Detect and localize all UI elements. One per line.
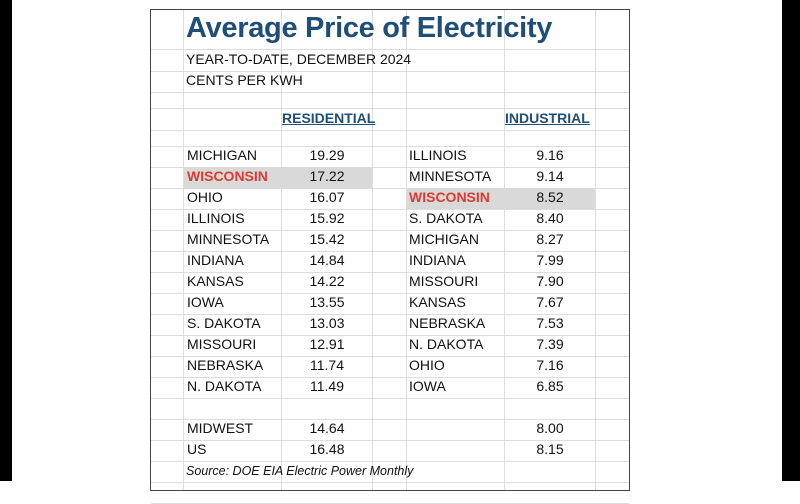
residential-value: 15.92	[309, 210, 345, 226]
residential-value: 11.49	[310, 378, 344, 394]
units-label: CENTS PER KWH	[186, 72, 303, 88]
right-edge	[782, 0, 800, 481]
gridline	[151, 130, 629, 131]
summary-label: MIDWEST	[187, 420, 254, 436]
gridline	[151, 272, 629, 273]
gridline	[151, 209, 629, 210]
industrial-state: MICHIGAN	[409, 231, 479, 247]
industrial-value: 8.27	[536, 231, 564, 247]
industrial-value: 8.40	[536, 210, 564, 226]
residential-state: INDIANA	[187, 252, 244, 268]
residential-state: S. DAKOTA	[187, 315, 261, 331]
residential-value: 15.42	[309, 231, 345, 247]
residential-value: 11.74	[310, 357, 344, 373]
industrial-state: ILLINOIS	[409, 147, 467, 163]
industrial-value: 7.53	[536, 315, 564, 331]
summary-residential: 14.64	[309, 420, 345, 436]
industrial-state: MISSOURI	[409, 273, 479, 289]
highlight-cell	[407, 188, 595, 209]
residential-value: 12.91	[309, 336, 345, 352]
page-title: Average Price of Electricity	[186, 12, 553, 44]
industrial-value: 8.52	[536, 189, 564, 205]
gridline	[151, 356, 629, 357]
highlight-cell	[184, 167, 372, 188]
summary-label: US	[187, 441, 207, 457]
residential-state: WISCONSIN	[187, 168, 268, 184]
summary-residential: 16.48	[309, 441, 345, 457]
subtitle: YEAR-TO-DATE, DECEMBER 2024	[186, 51, 412, 67]
gridline	[151, 188, 629, 189]
gridline	[151, 293, 629, 294]
industrial-value: 9.16	[536, 147, 564, 163]
gridline	[151, 419, 629, 420]
residential-value: 17.22	[309, 168, 345, 184]
industrial-state: IOWA	[409, 378, 446, 394]
residential-state: N. DAKOTA	[187, 378, 262, 394]
gridline	[151, 108, 629, 109]
gridline	[151, 146, 629, 147]
residential-state: MISSOURI	[187, 336, 257, 352]
gridline	[151, 92, 629, 93]
residential-value: 14.84	[309, 252, 345, 268]
summary-industrial: 8.15	[536, 441, 564, 457]
residential-value: 14.22	[309, 273, 345, 289]
gridline	[151, 167, 629, 168]
residential-state: ILLINOIS	[187, 210, 245, 226]
residential-state: IOWA	[187, 294, 224, 310]
gridline	[151, 71, 629, 72]
industrial-value: 6.85	[536, 378, 564, 394]
industrial-state: OHIO	[409, 357, 445, 373]
left-edge	[0, 0, 12, 481]
gridline	[151, 335, 629, 336]
residential-state: KANSAS	[187, 273, 244, 289]
residential-state: MICHIGAN	[187, 147, 257, 163]
industrial-value: 7.67	[536, 294, 564, 310]
gridline	[151, 461, 629, 462]
residential-value: 19.29	[309, 147, 345, 163]
source-note: Source: DOE EIA Electric Power Monthly	[186, 464, 414, 478]
industrial-value: 7.90	[536, 273, 564, 289]
summary-industrial: 8.00	[536, 420, 564, 436]
industrial-header: INDUSTRIAL	[505, 110, 590, 126]
industrial-state: INDIANA	[409, 252, 466, 268]
residential-value: 13.03	[309, 315, 345, 331]
gridline	[151, 314, 629, 315]
industrial-state: NEBRASKA	[409, 315, 486, 331]
residential-state: NEBRASKA	[187, 357, 264, 373]
residential-value: 13.55	[309, 294, 345, 310]
gridline	[151, 377, 629, 378]
residential-state: MINNESOTA	[187, 231, 270, 247]
industrial-value: 7.99	[536, 252, 564, 268]
gridline	[151, 230, 629, 231]
industrial-value: 7.16	[536, 357, 564, 373]
gridline	[151, 482, 629, 483]
gridline	[151, 440, 629, 441]
industrial-state: S. DAKOTA	[409, 210, 483, 226]
gridline	[151, 49, 629, 50]
industrial-state: N. DAKOTA	[409, 336, 484, 352]
gridline	[151, 251, 629, 252]
industrial-state: KANSAS	[409, 294, 466, 310]
residential-header: RESIDENTIAL	[282, 110, 376, 126]
industrial-value: 7.39	[536, 336, 564, 352]
industrial-state: WISCONSIN	[409, 189, 490, 205]
industrial-value: 9.14	[536, 168, 564, 184]
spreadsheet	[150, 9, 630, 504]
residential-value: 16.07	[309, 189, 345, 205]
residential-state: OHIO	[187, 189, 223, 205]
gridline	[151, 398, 629, 399]
industrial-state: MINNESOTA	[409, 168, 492, 184]
